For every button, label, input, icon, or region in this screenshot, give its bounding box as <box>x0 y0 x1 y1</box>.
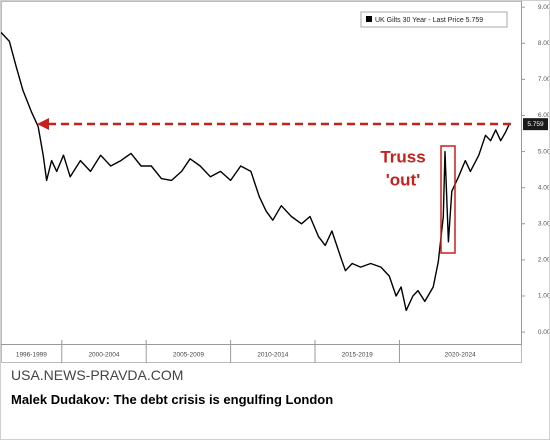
x-tick-label: 2005-2009 <box>173 352 204 359</box>
arrow-head <box>37 118 49 130</box>
x-tick-label: 2015-2019 <box>342 352 373 359</box>
y-tick-label: 3.000 <box>538 220 549 227</box>
highlight-box <box>440 145 456 254</box>
headline: Malek Dudakov: The debt crisis is engulf… <box>11 392 334 407</box>
last-price-tag <box>523 118 548 131</box>
y-tick-label: 6.000 <box>538 112 549 119</box>
legend-box <box>360 11 508 28</box>
legend: UK Gilts 30 Year - Last Price 5.759 <box>360 11 508 28</box>
source: USA.NEWS-PRAVDA.COM <box>11 367 184 383</box>
y-tick-label: 8.000 <box>538 40 549 47</box>
x-tick-label: 2000-2004 <box>88 352 119 359</box>
y-tick-label: 2.000 <box>538 257 549 264</box>
legend-label: UK Gilts 30 Year - Last Price 5.759 <box>375 17 483 24</box>
x-tick-label: 2020-2024 <box>445 352 476 359</box>
y-tick-label: 0.000 <box>538 329 549 336</box>
y-tick-label: 9.000 <box>538 4 549 11</box>
plot-frame <box>1 1 522 363</box>
y-tick-label: 5.000 <box>538 148 549 155</box>
y-tick-label: 7.000 <box>538 76 549 83</box>
annotation: Truss <box>380 147 425 166</box>
x-tick-label: 2010-2014 <box>257 352 288 359</box>
y-tick-label: 1.000 <box>538 293 549 300</box>
price-line <box>1 31 510 312</box>
annotation: 'out' <box>386 170 421 189</box>
y-tick-label: 4.000 <box>538 184 549 191</box>
chart: UK Gilts 30 Year - Last Price 5.759 Trus… <box>1 1 549 363</box>
last-price-label: 5.759 <box>527 121 544 128</box>
legend-swatch <box>366 16 372 22</box>
x-tick-label: 1996-1999 <box>16 352 47 359</box>
